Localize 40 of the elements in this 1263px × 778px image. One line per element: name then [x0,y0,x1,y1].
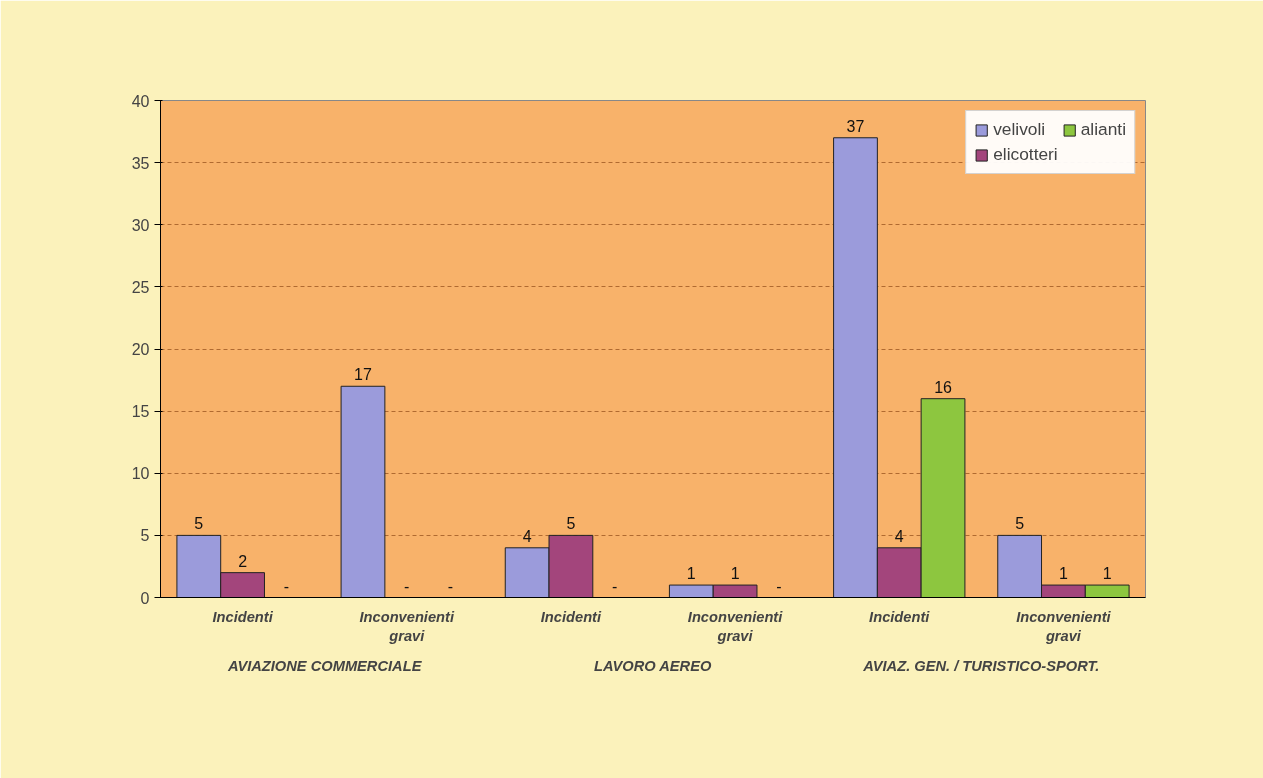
y-tick-label: 0 [140,589,150,607]
legend-label: velivoli [993,119,1046,140]
y-tick-label: 35 [131,154,150,172]
x-tick-label: Incidenti [540,608,602,625]
bar [340,385,386,598]
text: - [776,577,782,595]
data-label: 5 [1015,515,1025,533]
text: - [447,577,454,595]
text: - [283,577,290,595]
x-tick-label: Inconvenienti gravi [1016,608,1112,644]
y-tick-label: 25 [131,278,150,296]
data-label: 37 [846,117,865,135]
legend-label: alianti [1080,119,1126,140]
x-tick-label: Inconvenienti gravi [359,608,455,644]
legend-label: elicotteri [993,144,1058,165]
x-tick-label: Incidenti [869,608,931,625]
data-label: 4 [522,527,532,545]
data-label: 5 [194,515,204,533]
text: AVIAZ. GEN. / TURISTICO-SPORT. [862,657,1100,674]
text: - [612,577,618,595]
text: LAVORO AEREO [594,657,712,674]
text: AVIAZIONE COMMERCIALE [226,657,423,674]
y-tick-label: 20 [131,341,150,358]
y-tick-label: 10 [131,465,150,483]
y-tick-label: 15 [131,403,150,421]
y-tick-label: 30 [131,216,150,234]
x-tick-label: Incidenti [212,608,274,625]
data-label: 1 [730,565,740,583]
y-tick-label: 5 [140,527,150,545]
x-tick-label: Inconvenienti gravi [687,608,784,644]
data-label: 17 [354,366,372,384]
data-label: 1 [686,565,696,583]
data-label: 2 [238,552,248,570]
data-label: 4 [894,527,904,545]
text: - [404,577,410,595]
data-label: 1 [1058,565,1068,583]
data-label: 1 [1102,565,1112,583]
data-label: 16 [934,378,953,396]
data-label: 5 [566,515,576,533]
y-tick-label: 40 [131,92,150,110]
